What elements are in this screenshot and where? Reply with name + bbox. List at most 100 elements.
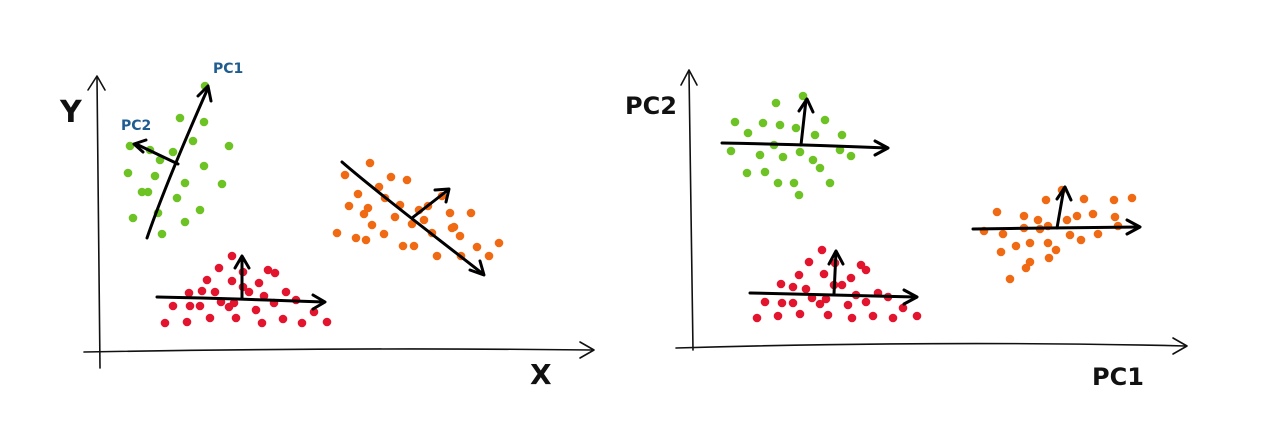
right-red-pc2-arrowhead [827,249,845,266]
right-red-point [815,299,825,309]
left-red-point [227,276,237,286]
right-red-point [795,309,805,319]
left-green-point [224,141,234,151]
left-orange-point [409,241,419,251]
right-orange-point [1044,253,1054,263]
left-red-point [231,313,241,323]
left-pc1-label: PC1 [213,61,243,77]
right-x-axis-arrowhead [1172,337,1188,355]
right-orange-pc1-arrowhead [1125,218,1142,236]
left-green-pc1-arrowhead [196,84,213,103]
right-red-point [823,310,833,320]
right-green-point [815,163,825,173]
right-panel: PC2 PC1 [625,69,1188,391]
left-red-point [251,305,261,315]
left-orange-point [390,212,400,222]
left-orange-point [432,251,442,261]
left-orange-point [332,228,342,238]
right-red-pc1-arrowhead [902,288,919,306]
right-green-point [789,178,799,188]
left-orange-point [379,229,389,239]
left-scatter-points [123,81,504,328]
left-green-point [168,147,178,157]
right-red-point [821,294,831,304]
right-orange-point [1019,211,1029,221]
right-green-point [758,118,768,128]
right-orange-point [1043,238,1053,248]
right-orange-pc2-vector [1055,186,1066,230]
left-x-axis-label: X [530,358,552,391]
left-red-point [259,291,269,301]
right-orange-point [996,247,1006,257]
right-orange-pc1-vector [971,225,1141,231]
left-red-point [244,287,254,297]
left-green-point [199,117,209,127]
left-orange-pc1-arrowhead [468,259,486,277]
left-y-axis-arrowhead [87,75,106,91]
left-red-point [168,301,178,311]
left-panel: Y X PC1 PC2 [59,61,595,391]
right-red-point [752,313,762,323]
right-y-axis-label: PC2 [625,92,677,120]
left-red-point [195,301,205,311]
left-orange-point [361,235,371,245]
right-orange-point [1065,230,1075,240]
right-green-point [810,130,820,140]
right-green-point [808,155,818,165]
left-red-pc1-arrowhead [311,293,327,311]
left-orange-point [447,223,457,233]
right-red-point [861,265,871,275]
left-red-point [210,287,220,297]
right-x-axis [675,342,1186,349]
left-orange-point [494,238,504,248]
left-green-pc2-arrowhead [132,138,148,154]
left-red-point [270,268,280,278]
left-red-point [278,314,288,324]
right-red-pc2-vector [832,250,838,296]
left-red-point [297,318,307,328]
right-orange-point [1011,241,1021,251]
right-orange-point [1076,235,1086,245]
right-green-point [742,168,752,178]
left-green-pc1-vector [145,86,210,240]
right-green-point [795,147,805,157]
left-orange-point [455,231,465,241]
right-orange-point [1062,215,1072,225]
right-green-point [755,150,765,160]
right-x-axis-label: PC1 [1092,363,1144,391]
right-orange-point [1021,263,1031,273]
right-orange-point [1041,195,1051,205]
right-red-point [794,270,804,280]
left-y-axis-label: Y [59,95,83,130]
right-green-pc2-vector [799,98,808,147]
right-green-point [798,91,808,101]
left-red-point [254,278,264,288]
right-green-point [835,145,845,155]
right-green-point [825,178,835,188]
right-green-point [773,178,783,188]
left-x-axis [83,348,593,353]
right-green-pc2-arrowhead [797,97,815,114]
left-green-point [137,187,147,197]
right-orange-point [998,229,1008,239]
left-orange-pc2-vector [410,188,450,220]
right-red-point [846,273,856,283]
right-red-point [843,300,853,310]
right-red-point [837,280,847,290]
right-green-point [794,190,804,200]
right-green-point [820,115,830,125]
left-green-point [180,178,190,188]
left-orange-point [472,242,482,252]
left-red-point [182,317,192,327]
left-green-point [125,141,135,151]
left-orange-point [398,241,408,251]
left-green-point [157,229,167,239]
left-green-point [180,217,190,227]
right-y-axis [688,71,694,351]
left-orange-point [344,201,354,211]
right-green-pc1-arrowhead [873,139,890,157]
right-orange-point [1072,211,1082,221]
left-orange-pc2-arrowhead [433,187,451,204]
right-green-pc1-vector [720,141,889,150]
